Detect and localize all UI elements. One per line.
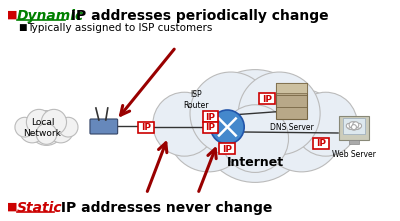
Circle shape (294, 92, 357, 156)
Circle shape (222, 105, 288, 172)
Text: ■: ■ (7, 10, 18, 20)
Circle shape (238, 72, 320, 155)
Text: IP: IP (141, 124, 151, 133)
FancyBboxPatch shape (203, 111, 218, 122)
FancyBboxPatch shape (276, 83, 308, 119)
FancyBboxPatch shape (339, 116, 369, 140)
Circle shape (346, 124, 351, 128)
Circle shape (20, 117, 45, 143)
Circle shape (190, 72, 272, 155)
Circle shape (348, 123, 354, 130)
FancyBboxPatch shape (313, 138, 329, 149)
Text: Web Server: Web Server (332, 150, 376, 159)
Text: IP: IP (262, 95, 272, 103)
Circle shape (26, 109, 52, 135)
Text: ■: ■ (18, 23, 26, 32)
Text: IP addresses periodically change: IP addresses periodically change (66, 9, 329, 23)
Circle shape (357, 124, 362, 128)
Text: IP: IP (206, 112, 216, 122)
FancyBboxPatch shape (343, 118, 365, 134)
Text: Typically assigned to ISP customers: Typically assigned to ISP customers (27, 23, 212, 33)
Circle shape (352, 125, 356, 130)
Text: IP: IP (206, 124, 216, 133)
Text: Local
Network: Local Network (24, 118, 62, 138)
FancyBboxPatch shape (138, 122, 154, 133)
Circle shape (261, 89, 342, 172)
Circle shape (350, 122, 358, 130)
Circle shape (58, 117, 78, 137)
Text: IP: IP (316, 139, 326, 149)
Text: IP addresses never change: IP addresses never change (56, 201, 273, 215)
Circle shape (48, 117, 74, 143)
Circle shape (199, 70, 311, 182)
FancyBboxPatch shape (220, 143, 235, 154)
Circle shape (36, 124, 57, 144)
Text: DNS Server: DNS Server (270, 123, 314, 132)
Circle shape (210, 110, 244, 144)
FancyBboxPatch shape (90, 119, 118, 134)
Text: Internet: Internet (226, 156, 284, 168)
FancyBboxPatch shape (276, 83, 308, 93)
Circle shape (153, 92, 216, 156)
Circle shape (353, 122, 359, 128)
FancyBboxPatch shape (259, 93, 275, 104)
FancyBboxPatch shape (349, 140, 359, 144)
Circle shape (29, 110, 64, 145)
Circle shape (15, 117, 34, 137)
Circle shape (168, 89, 250, 172)
Text: ISP
Router: ISP Router (183, 90, 208, 110)
Text: Static: Static (17, 201, 62, 215)
FancyBboxPatch shape (203, 122, 218, 133)
Circle shape (349, 122, 355, 128)
Text: IP: IP (222, 145, 232, 154)
Text: Dynamic: Dynamic (17, 9, 84, 23)
Circle shape (354, 123, 360, 130)
Text: ■: ■ (7, 202, 18, 212)
Circle shape (41, 109, 66, 135)
